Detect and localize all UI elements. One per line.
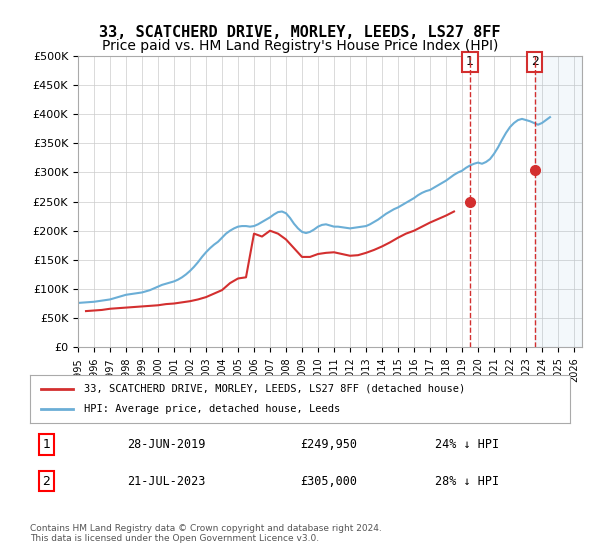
Text: Contains HM Land Registry data © Crown copyright and database right 2024.
This d: Contains HM Land Registry data © Crown c… [30, 524, 382, 543]
Text: £249,950: £249,950 [300, 438, 357, 451]
Text: 21-JUL-2023: 21-JUL-2023 [127, 475, 206, 488]
Text: Price paid vs. HM Land Registry's House Price Index (HPI): Price paid vs. HM Land Registry's House … [102, 39, 498, 53]
Text: 2: 2 [531, 55, 539, 68]
Text: 28% ↓ HPI: 28% ↓ HPI [435, 475, 499, 488]
Text: 24% ↓ HPI: 24% ↓ HPI [435, 438, 499, 451]
Text: 33, SCATCHERD DRIVE, MORLEY, LEEDS, LS27 8FF (detached house): 33, SCATCHERD DRIVE, MORLEY, LEEDS, LS27… [84, 384, 465, 394]
Text: HPI: Average price, detached house, Leeds: HPI: Average price, detached house, Leed… [84, 404, 340, 414]
Text: 33, SCATCHERD DRIVE, MORLEY, LEEDS, LS27 8FF: 33, SCATCHERD DRIVE, MORLEY, LEEDS, LS27… [99, 25, 501, 40]
Text: 28-JUN-2019: 28-JUN-2019 [127, 438, 206, 451]
Text: 1: 1 [466, 55, 474, 68]
Text: 2: 2 [42, 475, 50, 488]
Text: 1: 1 [42, 438, 50, 451]
Text: £305,000: £305,000 [300, 475, 357, 488]
Bar [535, 56, 582, 347]
